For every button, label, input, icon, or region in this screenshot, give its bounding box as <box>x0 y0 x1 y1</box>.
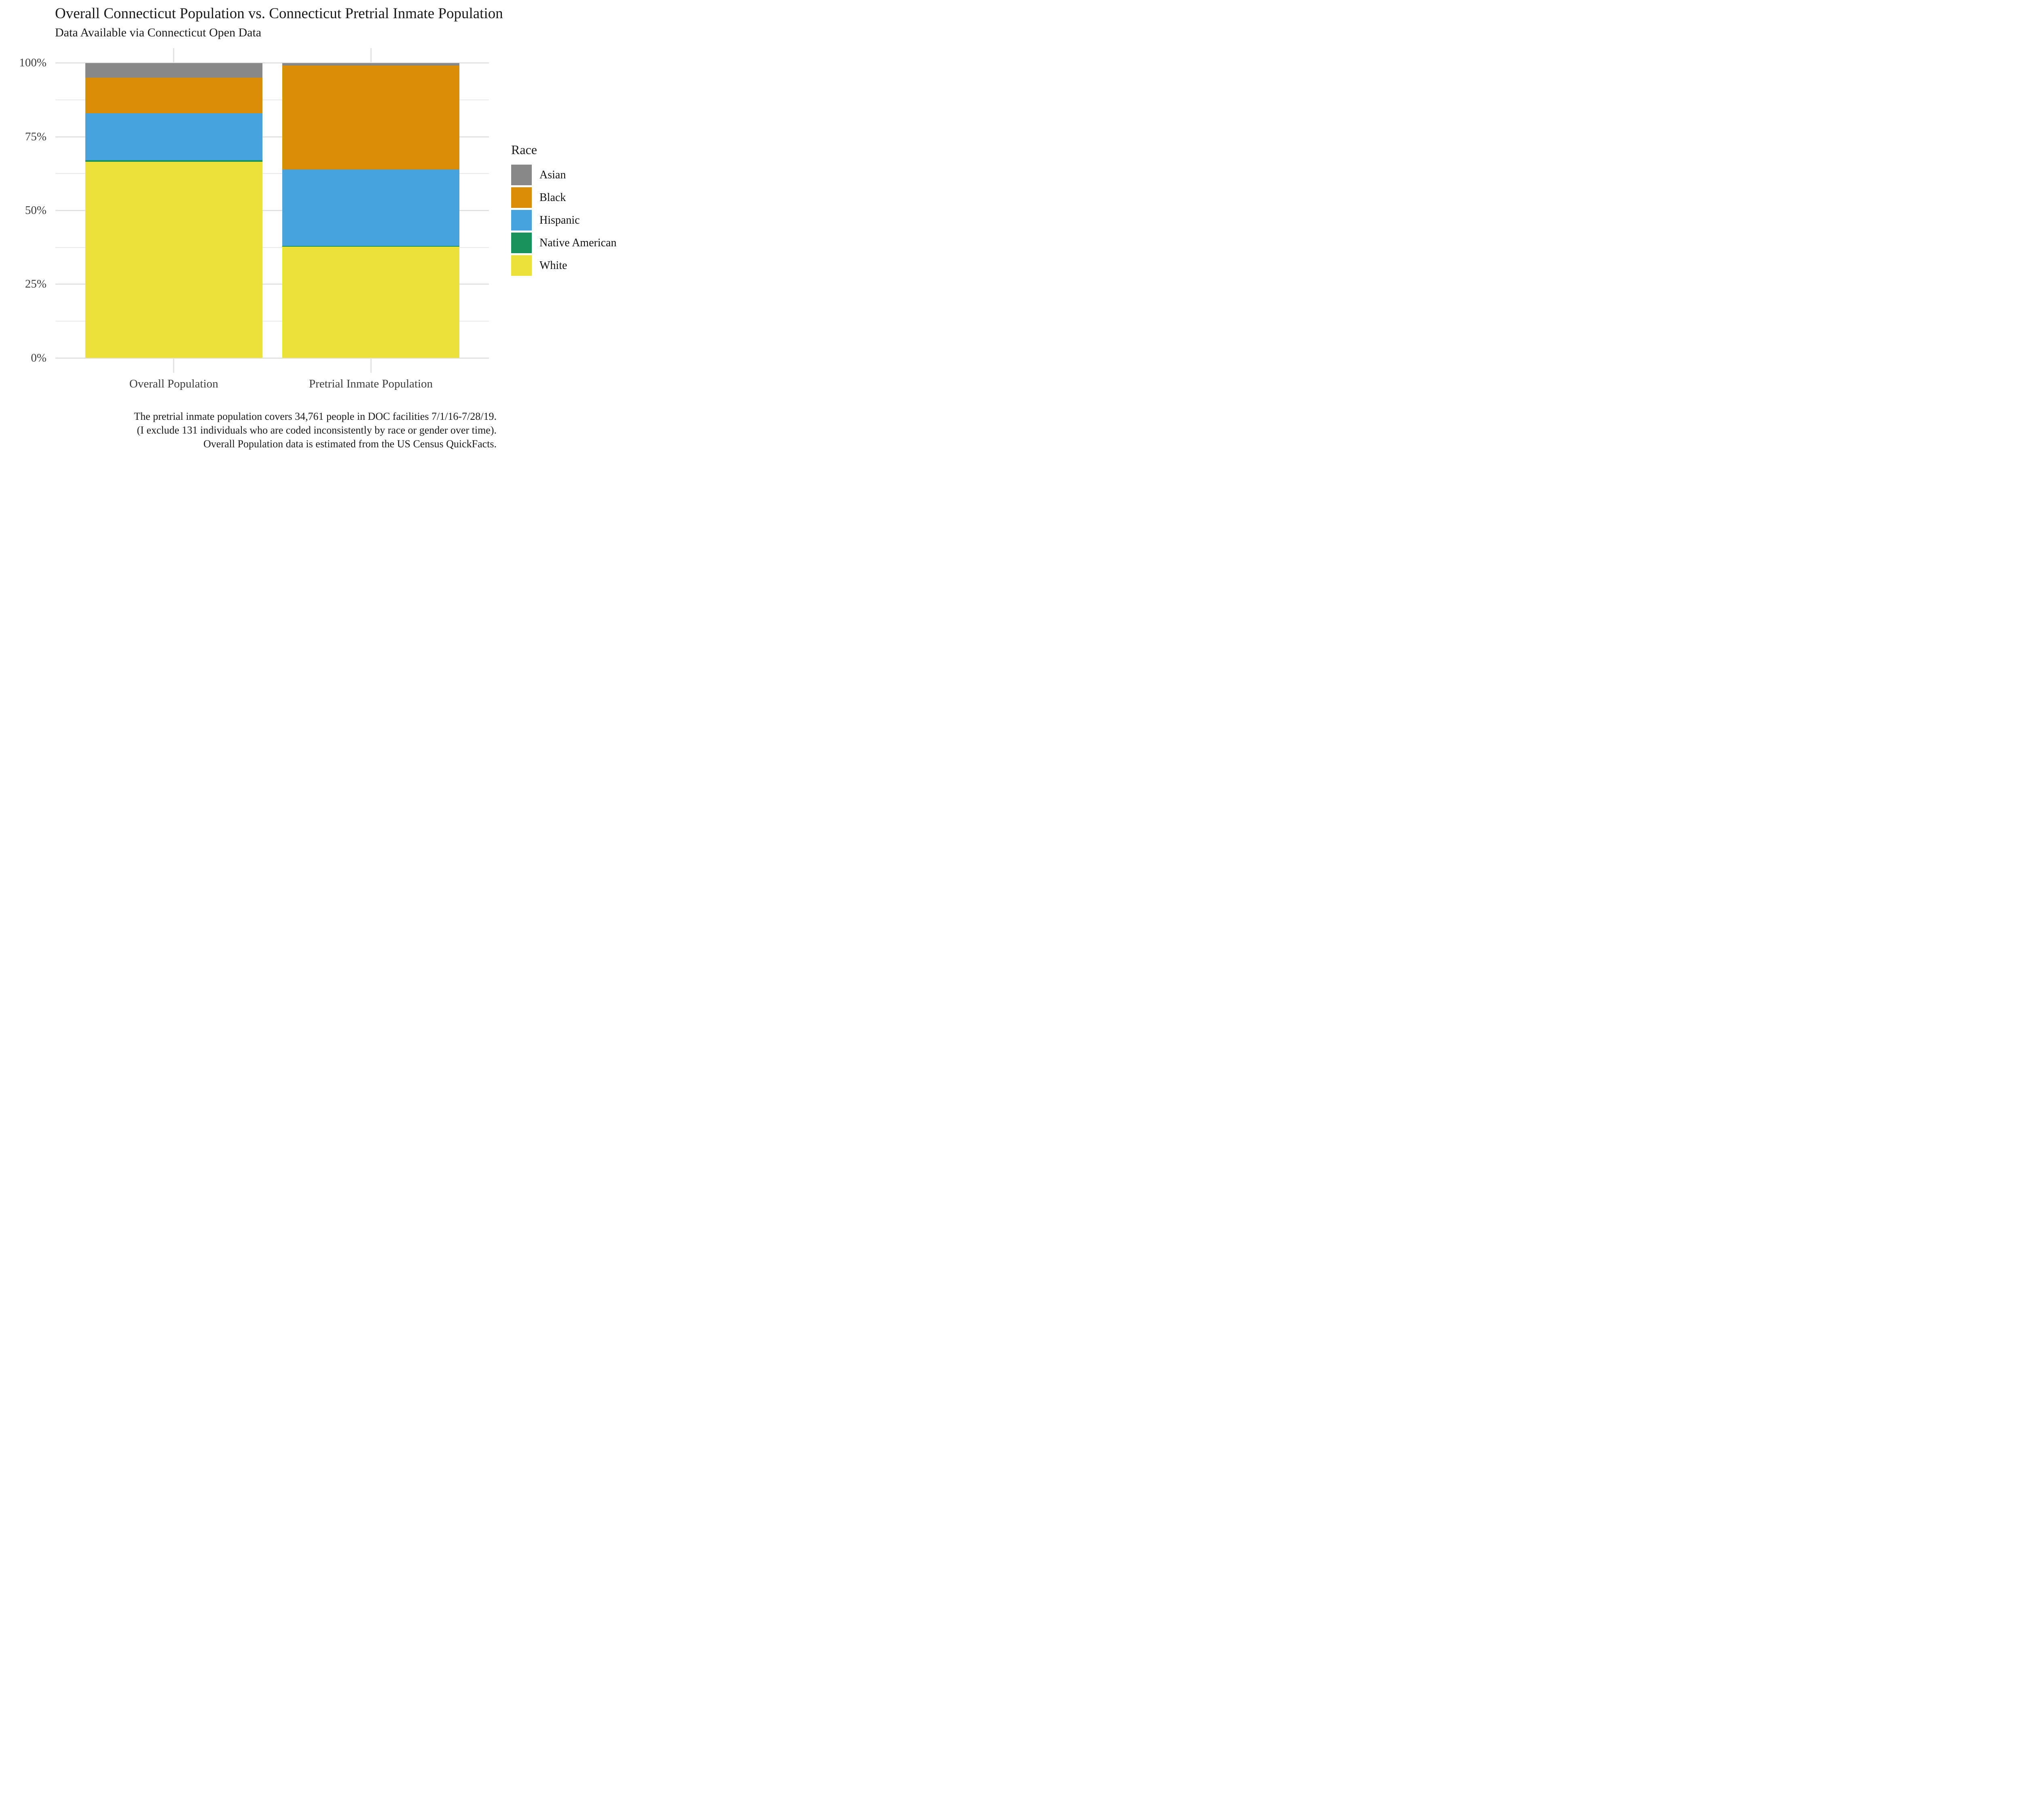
y-tick-label: 25% <box>25 277 47 291</box>
legend-label: White <box>539 259 567 272</box>
legend-key-swatch <box>511 187 532 208</box>
chart-subtitle: Data Available via Connecticut Open Data <box>55 26 262 39</box>
caption-line: (I exclude 131 individuals who are coded… <box>137 424 497 436</box>
legend-items: Asian Black Hispanic Native American White <box>511 165 632 276</box>
gridline-major <box>55 136 489 138</box>
gridline-major <box>55 357 489 359</box>
legend-label: Hispanic <box>539 214 580 226</box>
y-tick-label: 100% <box>19 56 47 70</box>
legend-item-asian: Asian <box>511 165 632 185</box>
caption-line: Overall Population data is estimated fro… <box>203 438 497 450</box>
stacked-bar-pretrial-inmate-population <box>282 63 460 358</box>
legend-title: Race <box>511 142 537 157</box>
legend-key-swatch <box>511 233 532 253</box>
bar-segment-asian <box>85 63 262 78</box>
bar-segment-native-american <box>282 245 460 247</box>
legend-label: Asian <box>539 168 566 181</box>
bar-segment-black <box>85 78 262 113</box>
legend-key-swatch <box>511 255 532 276</box>
chart-title: Overall Connecticut Population vs. Conne… <box>55 5 503 22</box>
bar-segment-white <box>85 162 262 358</box>
gridline-major <box>55 62 489 64</box>
legend-item-hispanic: Hispanic <box>511 210 632 231</box>
stacked-bar-overall-population <box>85 63 262 358</box>
legend-item-white: White <box>511 255 632 276</box>
caption-line: The pretrial inmate population covers 34… <box>134 411 497 422</box>
bar-segment-hispanic <box>85 113 262 161</box>
chart-figure: Overall Connecticut Population vs. Conne… <box>0 0 637 455</box>
gridline-major <box>55 284 489 285</box>
legend: Race Asian Black Hispanic Native American Wh… <box>511 142 632 278</box>
legend-item-native-american: Native American <box>511 233 632 253</box>
y-tick-label: 75% <box>25 130 47 143</box>
plot-panel <box>55 48 489 373</box>
bar-segment-white <box>282 247 460 358</box>
y-tick-label: 0% <box>31 351 47 364</box>
gridline-major <box>55 210 489 211</box>
legend-label: Black <box>539 191 566 204</box>
legend-label: Native American <box>539 236 617 249</box>
x-category-label: Overall Population <box>129 377 218 390</box>
legend-key-swatch <box>511 210 532 231</box>
caption: The pretrial inmate population covers 34… <box>32 410 497 451</box>
gridline-minor <box>55 247 489 248</box>
gridline-minor <box>55 173 489 174</box>
bar-segment-black <box>282 65 460 170</box>
y-tick-label: 50% <box>25 203 47 217</box>
bar-segment-hispanic <box>282 169 460 246</box>
gridline-minor <box>55 320 489 322</box>
bar-segment-native-american <box>85 160 262 162</box>
legend-key-swatch <box>511 165 532 185</box>
legend-item-black: Black <box>511 187 632 208</box>
bar-segment-asian <box>282 63 460 66</box>
gridline-minor <box>55 99 489 100</box>
x-category-label: Pretrial Inmate Population <box>309 377 433 390</box>
